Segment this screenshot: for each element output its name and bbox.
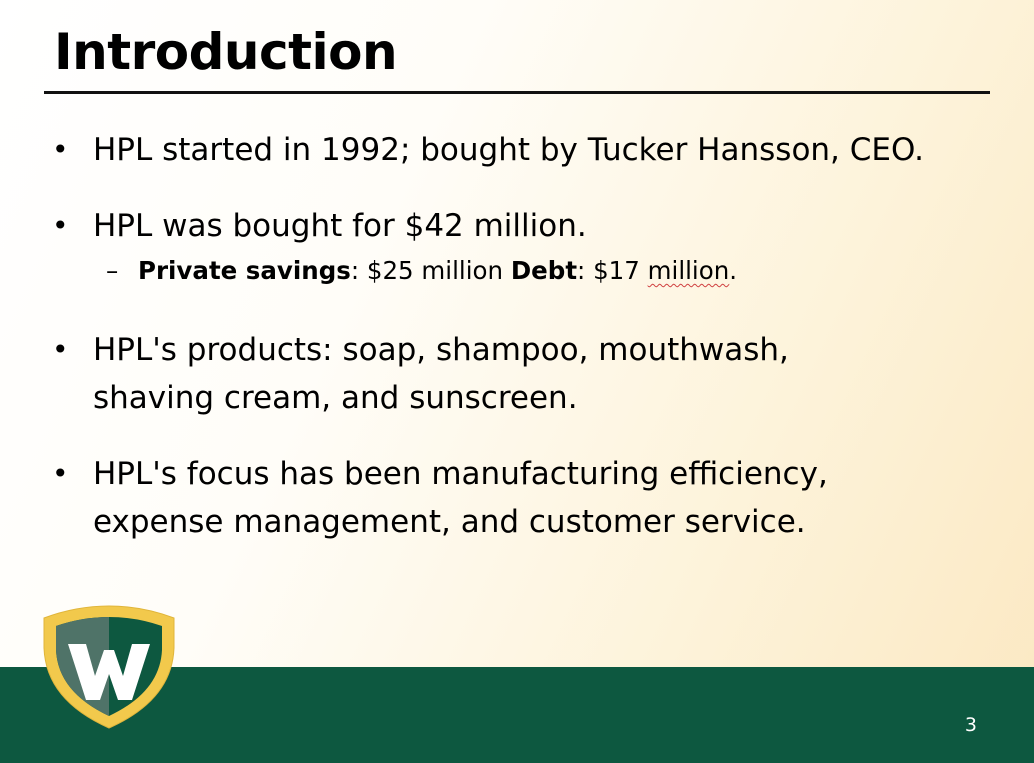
slide-title: Introduction — [54, 23, 398, 81]
footer-band — [0, 667, 1034, 763]
bullet-item: • HPL's focus has been manufacturing eff… — [52, 450, 982, 546]
bullet-text-line2: expense management, and customer service… — [93, 504, 806, 540]
bullet-text: HPL started in 1992; bought by Tucker Ha… — [93, 132, 924, 168]
bullet-list: • HPL started in 1992; bought by Tucker … — [52, 126, 982, 574]
page-number: 3 — [964, 714, 977, 736]
bullet-icon: • — [52, 209, 69, 242]
sub-label-debt: Debt — [510, 256, 578, 285]
sub-value-debt: : $17 — [577, 256, 648, 285]
title-underline — [44, 91, 990, 94]
bullet-item: • HPL started in 1992; bought by Tucker … — [52, 126, 982, 174]
bullet-text-line1: HPL's products: soap, shampoo, mouthwash… — [93, 332, 789, 368]
sub-value-end: . — [729, 256, 738, 285]
bullet-text-line1: HPL's focus has been manufacturing effic… — [93, 456, 828, 492]
sub-bullet-item: – Private savings: $25 million Debt: $17… — [52, 254, 982, 288]
sub-value-private-savings: : $25 million — [350, 256, 511, 285]
bullet-icon: • — [52, 333, 69, 366]
dash-icon: – — [106, 256, 119, 285]
sub-label-private-savings: Private savings — [138, 256, 351, 285]
bullet-text-line2: shaving cream, and sunscreen. — [93, 380, 578, 416]
bullet-text: HPL was bought for $42 million. — [93, 208, 587, 244]
spellcheck-flagged-word: million — [647, 256, 730, 285]
bullet-icon: • — [52, 457, 69, 490]
shield-w-logo-icon — [43, 605, 175, 729]
bullet-item: • HPL was bought for $42 million. — [52, 202, 982, 250]
bullet-icon: • — [52, 133, 69, 166]
bullet-item: • HPL's products: soap, shampoo, mouthwa… — [52, 326, 982, 422]
